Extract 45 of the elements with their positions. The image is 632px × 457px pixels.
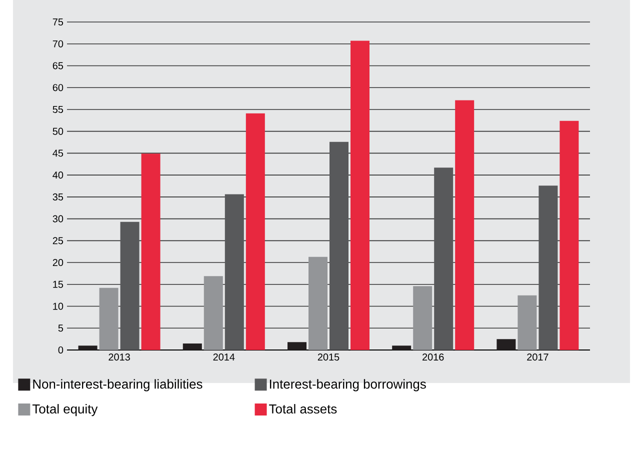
bar <box>496 339 516 350</box>
bar <box>141 154 160 350</box>
y-tick-label: 75 <box>52 18 64 26</box>
bar <box>182 343 202 350</box>
y-tick-label: 40 <box>52 172 64 179</box>
y-tick-label: 50 <box>52 128 64 135</box>
bar <box>538 186 558 350</box>
bar <box>288 342 306 350</box>
y-tick-label: 25 <box>52 237 64 244</box>
bar <box>330 142 348 350</box>
y-tick-label: 20 <box>52 259 64 266</box>
y-tick-label: 55 <box>52 106 64 113</box>
bar <box>99 288 118 350</box>
x-tick-label: 2016 <box>422 354 444 361</box>
legend-label: Total assets <box>269 404 337 414</box>
bar <box>560 120 579 350</box>
y-tick-label: 35 <box>52 193 64 200</box>
y-tick-label: 10 <box>53 302 64 310</box>
bar <box>224 194 244 350</box>
bar <box>350 40 370 350</box>
y-tick-label: 70 <box>52 40 64 48</box>
y-tick-label: 60 <box>52 84 64 92</box>
bar <box>246 113 265 350</box>
y-tick-label: 0 <box>58 346 64 354</box>
bar <box>120 222 140 350</box>
y-tick-label: 30 <box>52 215 64 222</box>
bar <box>518 295 537 350</box>
legend-label: Total equity <box>32 404 98 416</box>
y-tick-label: 45 <box>52 150 64 157</box>
bar <box>204 276 223 350</box>
x-tick-label: 2013 <box>108 354 130 361</box>
bar <box>413 286 432 350</box>
x-tick-label: 2017 <box>527 354 548 361</box>
y-tick-label: 65 <box>52 62 64 70</box>
x-tick-label: 2014 <box>213 354 235 361</box>
x-tick-label: 2015 <box>318 354 340 361</box>
y-tick-label: 5 <box>58 324 64 332</box>
bar <box>78 346 98 350</box>
y-tick-label: 15 <box>53 280 64 288</box>
bar <box>308 256 328 350</box>
legend-label: Non-interest-bearing liabilities <box>33 379 202 392</box>
bar <box>434 168 454 350</box>
bar <box>392 346 412 350</box>
legend-label: Interest-bearing borrowings <box>270 379 426 392</box>
bar <box>455 100 474 350</box>
